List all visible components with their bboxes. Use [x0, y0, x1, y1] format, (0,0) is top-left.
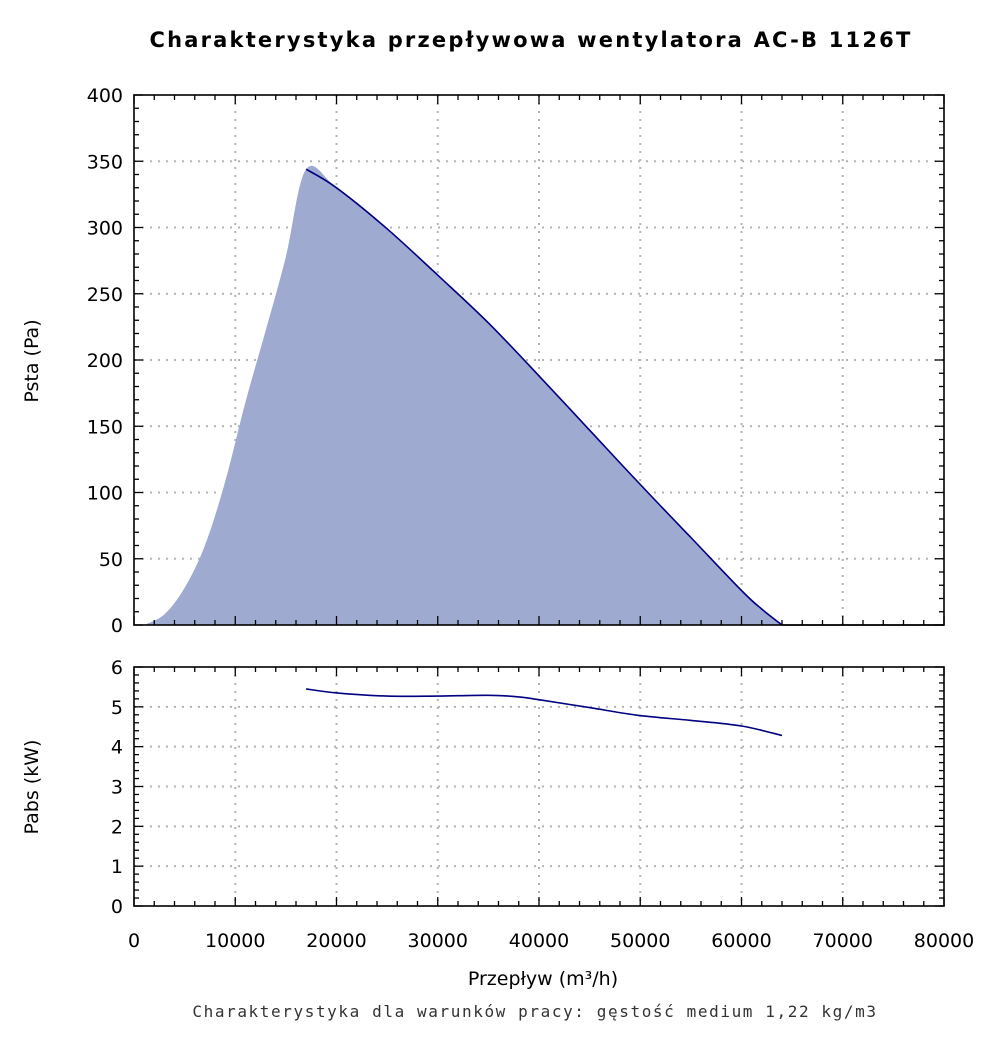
power-y-tick-label: 4: [111, 737, 123, 759]
x-tick-label: 70000: [813, 930, 873, 952]
pressure-y-axis-label: Psta (Pa): [21, 319, 43, 402]
power-y-tick-label: 0: [111, 896, 123, 918]
power-y-axis-label: Pabs (kW): [21, 740, 43, 835]
pressure-y-tick-label: 0: [111, 615, 123, 637]
power-curve: [305, 688, 783, 737]
x-axis-label: Przepływ (m³/h): [468, 968, 618, 990]
power-panel: 0 1 2 3 4 5 6 0 10000 20000 30000 40000 50000 60000 7…: [21, 657, 974, 990]
power-y-tick-labels: 0 1 2 3 4 5 6: [111, 657, 123, 918]
x-tick-label: 30000: [408, 930, 468, 952]
x-tick-label: 40000: [509, 930, 569, 952]
pressure-area: [144, 165, 783, 626]
pressure-y-tick-label: 400: [87, 85, 123, 107]
power-y-tick-label: 1: [111, 856, 123, 878]
pressure-y-tick-label: 300: [87, 218, 123, 240]
power-y-tick-label: 6: [111, 657, 123, 679]
chart-title: Charakterystyka przepływowa wentylatora …: [149, 28, 912, 52]
pressure-y-tick-label: 150: [87, 416, 123, 438]
pressure-y-tick-label: 100: [87, 483, 123, 505]
power-y-tick-label: 5: [111, 697, 123, 719]
power-y-tick-label: 2: [111, 816, 123, 838]
operating-conditions-note: Charakterystyka dla warunków pracy: gęst…: [192, 1002, 877, 1021]
power-ticks: [133, 666, 945, 907]
pressure-y-tick-label: 250: [87, 284, 123, 306]
power-grid: [134, 667, 944, 906]
x-tick-label: 50000: [610, 930, 670, 952]
pressure-y-tick-label: 50: [99, 549, 123, 571]
x-tick-label: 20000: [306, 930, 366, 952]
pressure-panel: 0 50 100 150 200 250 300 350 400 Psta (Pa): [21, 85, 945, 637]
pressure-y-tick-labels: 0 50 100 150 200 250 300 350 400: [87, 85, 123, 637]
pressure-y-tick-label: 200: [87, 350, 123, 372]
power-y-tick-label: 3: [111, 777, 123, 799]
x-tick-label: 80000: [914, 930, 974, 952]
pressure-y-tick-label: 350: [87, 151, 123, 173]
pressure-curve: [305, 168, 783, 626]
pressure-ticks: [133, 94, 945, 626]
x-tick-label: 0: [128, 930, 140, 952]
x-tick-label: 60000: [711, 930, 771, 952]
x-tick-labels: 0 10000 20000 30000 40000 50000 60000 70000 8000…: [128, 930, 974, 952]
x-tick-label: 10000: [205, 930, 265, 952]
